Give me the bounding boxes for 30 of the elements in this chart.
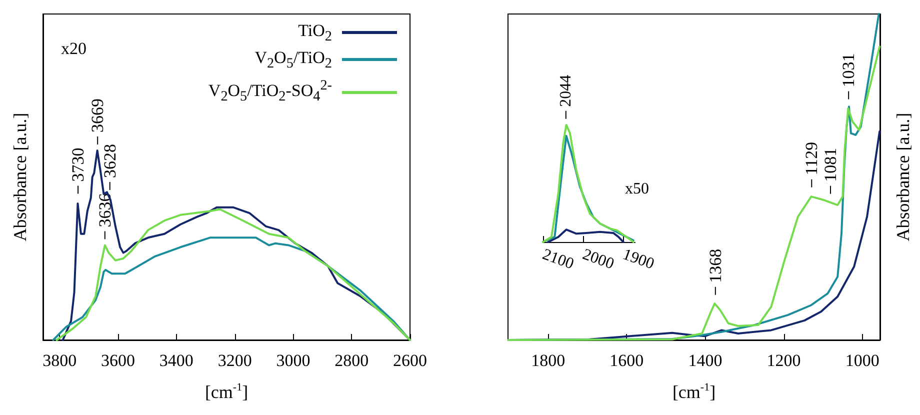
text: x20	[61, 39, 86, 58]
y-axis-title: Absorbance [a.u.]	[10, 112, 30, 242]
x-tick-label: 2800	[334, 351, 369, 370]
x-tick-label: 1400	[688, 351, 722, 370]
x-tick-label: 3000	[276, 351, 310, 370]
x-tick-label: 3200	[218, 351, 252, 370]
annotation: 3669	[88, 98, 108, 132]
annotation: 3730	[68, 148, 88, 182]
x-tick-label: 1200	[766, 351, 801, 370]
legend-label: TiO$_{2}$	[298, 21, 332, 44]
annotation: 2044	[557, 74, 574, 107]
annotation: 3628	[100, 144, 120, 178]
x-tick-label: 1800	[531, 351, 566, 370]
legend-label: V$_{2}$O$_{5}$/TiO$_{2}$	[254, 48, 332, 72]
annotation: 3636	[95, 193, 114, 228]
x-tick-label: 2100	[540, 246, 576, 273]
x-tick-label: 1000	[845, 351, 880, 370]
x-tick-label: 2000	[580, 246, 616, 273]
annotation: x50	[625, 180, 649, 198]
y-axis-title: Absorbance [a.u.]	[893, 112, 913, 242]
annotation: 1081	[821, 148, 840, 182]
annotation: 1031	[839, 53, 858, 88]
x-tick-label: 1900	[620, 246, 656, 273]
x-tick-label: 2600	[393, 351, 427, 370]
annotation: 1368	[706, 248, 725, 283]
x-tick-label: 1600	[610, 351, 644, 370]
x-tick-label: 3800	[42, 351, 77, 370]
x-tick-label: 3600	[101, 351, 136, 370]
annotation: 1129	[802, 142, 822, 176]
x-tick-label: 3400	[159, 351, 194, 370]
